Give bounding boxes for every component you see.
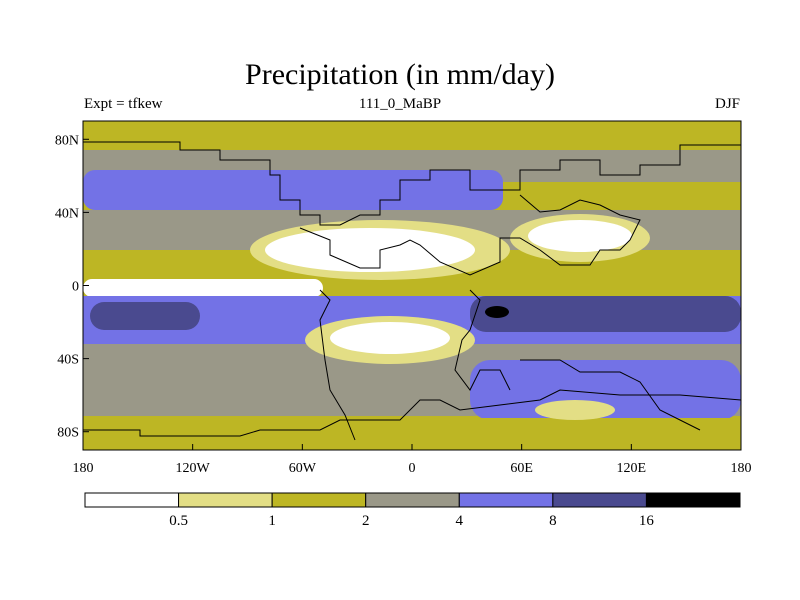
lat-tick-label: 0 (72, 280, 79, 295)
page-title: Precipitation (in mm/day) (245, 58, 555, 91)
period-label: 111_0_MaBP (358, 96, 442, 112)
band-itcz-core-east (470, 296, 741, 332)
dry-zone-southeast (535, 400, 615, 420)
lon-tick-label: 60E (510, 461, 533, 476)
colorbar-label: 8 (549, 513, 557, 529)
season-label: DJF (714, 96, 740, 112)
landmass-north-coast (299, 194, 641, 276)
band-south-storm (470, 360, 741, 420)
colorbar-swatch (271, 492, 367, 508)
dry-zone-south-inner (330, 322, 450, 354)
lat-tick-label: 40S (57, 353, 79, 368)
colorbar-label: 16 (639, 513, 655, 529)
colorbar-swatch (365, 492, 460, 508)
lon-tick-label: 60W (289, 461, 317, 476)
lat-tick-label: 40N (55, 206, 79, 221)
band-north-storm (83, 170, 503, 210)
map-field (83, 121, 741, 450)
landmass-antarctica (83, 389, 741, 437)
dry-zone-asia-inner (528, 220, 632, 252)
precip-maximum (485, 306, 509, 318)
colorbar-swatch (645, 492, 741, 508)
landmass-south-west (319, 289, 356, 441)
experiment-label: Expt = tfkew (84, 96, 163, 112)
colorbar-swatch (178, 492, 273, 508)
lon-tick-label: 120W (176, 461, 211, 476)
lon-tick-label: 120E (617, 461, 647, 476)
landmass-south-africa (454, 289, 511, 391)
landmass-north (83, 141, 741, 226)
colorbar-label: 0.5 (169, 513, 188, 529)
continent-outlines (83, 141, 741, 441)
colorbar-label: 4 (456, 513, 464, 529)
lon-tick-label: 180 (73, 461, 94, 476)
lat-tick-label: 80S (57, 426, 79, 441)
landmass-australia (520, 359, 701, 431)
colorbar-swatch (552, 492, 647, 508)
colorbar-label: 1 (268, 513, 276, 529)
band-itcz-core-west (90, 302, 200, 330)
colorbar: 0.5 1 2 4 8 16 (84, 492, 741, 529)
band-equator-dry (83, 279, 323, 297)
colorbar-label: 2 (362, 513, 370, 529)
lon-tick-label: 180 (731, 461, 752, 476)
colorbar-swatch (458, 492, 554, 508)
colorbar-swatch (84, 492, 180, 508)
lon-tick-label: 0 (409, 461, 416, 476)
dry-zone-north-inner (265, 228, 475, 272)
lat-tick-label: 80N (55, 133, 79, 148)
lon-axis: 180 120W 60W 0 60E 120E 180 (73, 444, 752, 476)
lat-axis: 80N 40N 0 40S 80S (55, 133, 89, 441)
